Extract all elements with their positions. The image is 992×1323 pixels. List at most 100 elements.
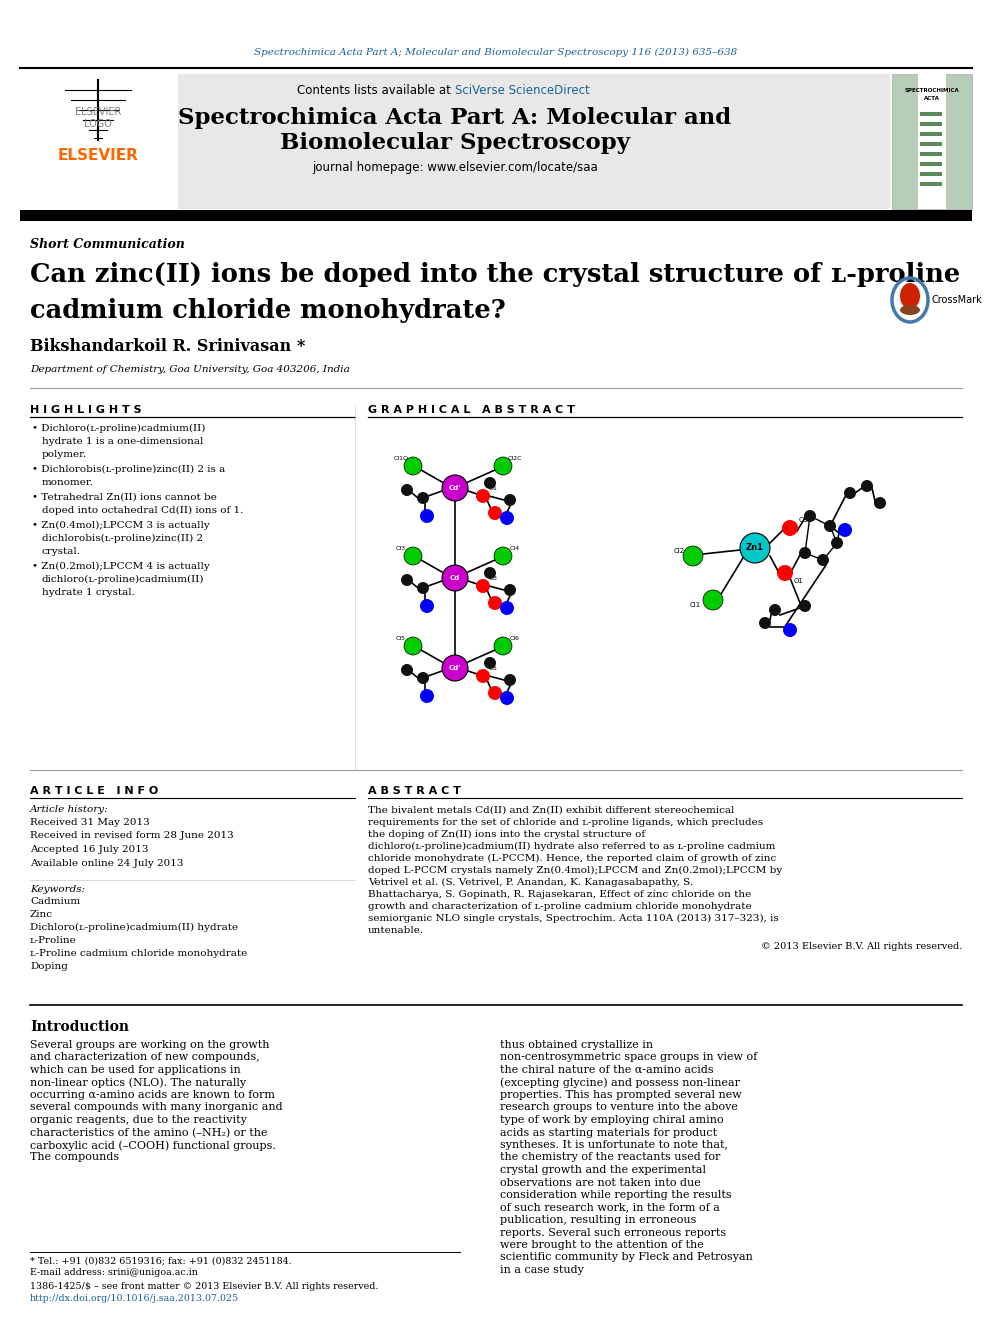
Text: publication, resulting in erroneous: publication, resulting in erroneous [500, 1215, 696, 1225]
Text: Cd': Cd' [448, 486, 461, 491]
Circle shape [420, 599, 434, 613]
Text: syntheses. It is unfortunate to note that,: syntheses. It is unfortunate to note tha… [500, 1140, 728, 1150]
Circle shape [504, 493, 516, 505]
Text: non-centrosymmetric space groups in view of: non-centrosymmetric space groups in view… [500, 1053, 757, 1062]
Circle shape [824, 520, 836, 532]
Circle shape [500, 601, 514, 615]
Text: of such research work, in the form of a: of such research work, in the form of a [500, 1203, 720, 1212]
Circle shape [504, 673, 516, 687]
Text: Cd': Cd' [448, 665, 461, 671]
Circle shape [500, 511, 514, 525]
Circle shape [817, 554, 829, 566]
Circle shape [799, 546, 811, 560]
Bar [920, 132, 942, 136]
Text: reports. Several such erroneous reports: reports. Several such erroneous reports [500, 1228, 726, 1237]
Text: Cl1O: Cl1O [394, 455, 409, 460]
Text: scientific community by Fleck and Petrosyan: scientific community by Fleck and Petros… [500, 1253, 753, 1262]
Text: Cadmium: Cadmium [30, 897, 80, 906]
Text: http://dx.doi.org/10.1016/j.saa.2013.07.025: http://dx.doi.org/10.1016/j.saa.2013.07.… [30, 1294, 239, 1303]
Text: O3: O3 [800, 517, 808, 523]
Circle shape [874, 497, 886, 509]
Text: chloride monohydrate (L-PCCM). Hence, the reported claim of growth of zinc: chloride monohydrate (L-PCCM). Hence, th… [368, 855, 777, 863]
Text: Cl1: Cl1 [689, 602, 700, 609]
Text: type of work by employing chiral amino: type of work by employing chiral amino [500, 1115, 723, 1125]
Circle shape [484, 658, 496, 669]
Circle shape [831, 537, 843, 549]
Text: Cl2: Cl2 [674, 548, 684, 554]
Text: hydrate 1 crystal.: hydrate 1 crystal. [42, 587, 135, 597]
Text: CrossMark: CrossMark [932, 295, 983, 306]
Text: Cl4: Cl4 [510, 545, 520, 550]
Circle shape [417, 492, 429, 504]
Text: thus obtained crystallize in: thus obtained crystallize in [500, 1040, 653, 1050]
Text: crystal.: crystal. [42, 546, 81, 556]
Bar [918, 74, 946, 209]
Circle shape [683, 546, 703, 566]
Circle shape [861, 480, 873, 492]
Text: Contents lists available at: Contents lists available at [298, 83, 455, 97]
Circle shape [476, 490, 490, 503]
Bar [920, 161, 942, 165]
Text: SPECTROCHIMICA: SPECTROCHIMICA [905, 89, 959, 93]
Text: Keywords:: Keywords: [30, 885, 85, 894]
Circle shape [488, 687, 502, 700]
Circle shape [417, 582, 429, 594]
Text: O3: O3 [488, 576, 498, 581]
Bar [920, 142, 942, 146]
Text: were brought to the attention of the: were brought to the attention of the [500, 1240, 703, 1250]
Text: Article history:: Article history: [30, 804, 109, 814]
Circle shape [401, 574, 413, 586]
Text: Cl3: Cl3 [396, 545, 406, 550]
Text: properties. This has prompted several new: properties. This has prompted several ne… [500, 1090, 742, 1099]
Text: ʟ-Proline: ʟ-Proline [30, 935, 76, 945]
Text: Received in revised form 28 June 2013: Received in revised form 28 June 2013 [30, 831, 234, 840]
Circle shape [442, 655, 468, 681]
Text: polymer.: polymer. [42, 450, 87, 459]
Circle shape [442, 475, 468, 501]
Text: Spectrochimica Acta Part A: Molecular and: Spectrochimica Acta Part A: Molecular an… [179, 107, 731, 130]
Bar [892, 74, 972, 209]
Text: H I G H L I G H T S: H I G H L I G H T S [30, 405, 142, 415]
Circle shape [420, 509, 434, 523]
Text: Spectrochimica Acta Part A; Molecular and Biomolecular Spectroscopy 116 (2013) 6: Spectrochimica Acta Part A; Molecular an… [254, 48, 738, 57]
Text: • Dichloro(ʟ-proline)cadmium(II): • Dichloro(ʟ-proline)cadmium(II) [32, 423, 205, 433]
Text: O6: O6 [501, 699, 510, 704]
Circle shape [442, 565, 468, 591]
Circle shape [420, 689, 434, 703]
Text: acids as starting materials for product: acids as starting materials for product [500, 1127, 717, 1138]
Text: cadmium chloride monohydrate?: cadmium chloride monohydrate? [30, 298, 506, 323]
Circle shape [769, 605, 781, 617]
Bar [920, 183, 942, 187]
Circle shape [488, 505, 502, 520]
Circle shape [759, 617, 771, 628]
Text: (excepting glycine) and possess non-linear: (excepting glycine) and possess non-line… [500, 1077, 740, 1088]
Circle shape [494, 636, 512, 655]
Text: Bhattacharya, S. Gopinath, R. Rajasekaran, Effect of zinc chloride on the: Bhattacharya, S. Gopinath, R. Rajasekara… [368, 890, 751, 900]
Text: Can zinc(II) ions be doped into the crystal structure of ʟ-proline: Can zinc(II) ions be doped into the crys… [30, 262, 960, 287]
Text: untenable.: untenable. [368, 926, 425, 935]
Text: A B S T R A C T: A B S T R A C T [368, 786, 461, 796]
Circle shape [703, 590, 723, 610]
Text: dichloro(ʟ-proline)cadmium(II) hydrate also referred to as ʟ-proline cadmium: dichloro(ʟ-proline)cadmium(II) hydrate a… [368, 841, 776, 851]
Text: A R T I C L E   I N F O: A R T I C L E I N F O [30, 786, 159, 796]
Ellipse shape [900, 283, 920, 310]
Circle shape [838, 523, 852, 537]
Text: SciVerse ScienceDirect: SciVerse ScienceDirect [455, 83, 590, 97]
Text: organic reagents, due to the reactivity: organic reagents, due to the reactivity [30, 1115, 247, 1125]
Text: Zn1: Zn1 [746, 544, 764, 553]
Circle shape [484, 478, 496, 490]
Text: The compounds: The compounds [30, 1152, 119, 1163]
Text: * Tel.: +91 (0)832 6519316; fax: +91 (0)832 2451184.: * Tel.: +91 (0)832 6519316; fax: +91 (0)… [30, 1256, 292, 1265]
Circle shape [500, 691, 514, 705]
Text: • Zn(0.2mol);LPCCM 4 is actually: • Zn(0.2mol);LPCCM 4 is actually [32, 562, 209, 572]
Text: doped L-PCCM crystals namely Zn(0.4mol);LPCCM and Zn(0.2mol);LPCCM by: doped L-PCCM crystals namely Zn(0.4mol);… [368, 867, 783, 875]
Text: Short Communication: Short Communication [30, 238, 185, 251]
Text: monomer.: monomer. [42, 478, 94, 487]
Text: • Zn(0.4mol);LPCCM 3 is actually: • Zn(0.4mol);LPCCM 3 is actually [32, 521, 209, 531]
Text: O5: O5 [489, 665, 497, 671]
Text: Cl5: Cl5 [396, 635, 406, 640]
Bar [920, 112, 942, 116]
Text: Several groups are working on the growth: Several groups are working on the growth [30, 1040, 270, 1050]
Text: ELSEVIER
LOGO: ELSEVIER LOGO [74, 107, 121, 128]
Circle shape [844, 487, 856, 499]
